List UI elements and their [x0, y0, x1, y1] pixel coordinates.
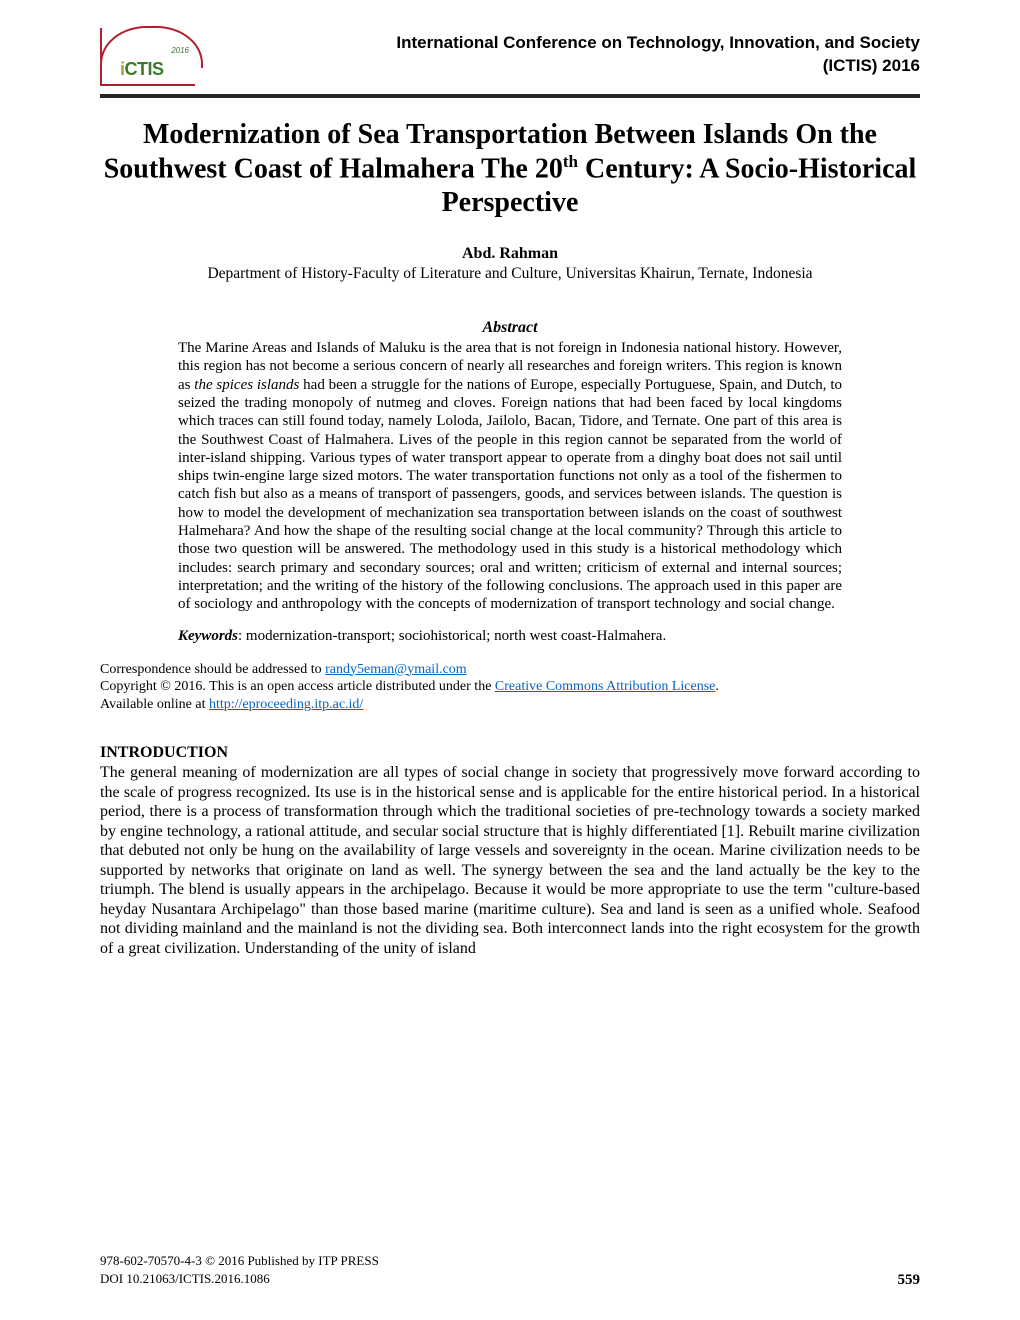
abstract-section: Abstract The Marine Areas and Islands of…	[100, 319, 920, 644]
paper-title: Modernization of Sea Transportation Betw…	[100, 118, 920, 219]
license-link[interactable]: Creative Commons Attribution License	[495, 679, 715, 694]
logo-text: iCTIS	[120, 59, 164, 80]
keywords-label: Keywords	[178, 628, 238, 644]
corr-prefix: Correspondence should be addressed to	[100, 662, 325, 677]
author-name: Abd. Rahman	[100, 245, 920, 263]
corr-email-link[interactable]: randy5eman@ymail.com	[325, 662, 467, 677]
page-number: 559	[898, 1270, 921, 1290]
footer-doi-row: DOI 10.21063/ICTIS.2016.1086 559	[100, 1270, 920, 1290]
header-rule	[100, 94, 920, 98]
doi-text: DOI 10.21063/ICTIS.2016.1086	[100, 1270, 270, 1290]
footer-isbn-line: 978-602-70570-4-3 © 2016 Published by IT…	[100, 1252, 920, 1270]
availability-line: Available online at http://eproceeding.i…	[100, 696, 920, 714]
avail-prefix: Available online at	[100, 697, 209, 712]
copyright-prefix: Copyright © 2016. This is an open access…	[100, 679, 495, 694]
correspondence-line1: Correspondence should be addressed to ra…	[100, 661, 920, 679]
proceedings-url-link[interactable]: http://eproceeding.itp.ac.id/	[209, 697, 363, 712]
conference-line2: (ICTIS) 2016	[213, 55, 920, 78]
copyright-suffix: .	[715, 679, 719, 694]
page-header: 2016 iCTIS International Conference on T…	[100, 28, 920, 86]
correspondence-block: Correspondence should be addressed to ra…	[100, 661, 920, 715]
logo-ctis: CTIS	[125, 59, 164, 79]
introduction-heading: INTRODUCTION	[100, 744, 920, 762]
ictis-logo: 2016 iCTIS	[100, 28, 195, 86]
conference-line1: International Conference on Technology, …	[213, 32, 920, 55]
keywords-line: Keywords: modernization-transport; socio…	[178, 628, 842, 645]
publisher-text: © 2016 Published by ITP PRESS	[205, 1253, 379, 1268]
isbn-text: 978-602-70570-4-3	[100, 1253, 205, 1268]
copyright-line: Copyright © 2016. This is an open access…	[100, 678, 920, 696]
logo-year: 2016	[171, 46, 189, 55]
author-affiliation: Department of History-Faculty of Literat…	[100, 265, 920, 283]
conference-title: International Conference on Technology, …	[213, 28, 920, 78]
abstract-body: The Marine Areas and Islands of Maluku i…	[178, 339, 842, 613]
abstract-label: Abstract	[178, 319, 842, 337]
page-footer: 978-602-70570-4-3 © 2016 Published by IT…	[100, 1252, 920, 1290]
introduction-body: The general meaning of modernization are…	[100, 763, 920, 958]
keywords-text: : modernization-transport; sociohistoric…	[238, 628, 666, 644]
